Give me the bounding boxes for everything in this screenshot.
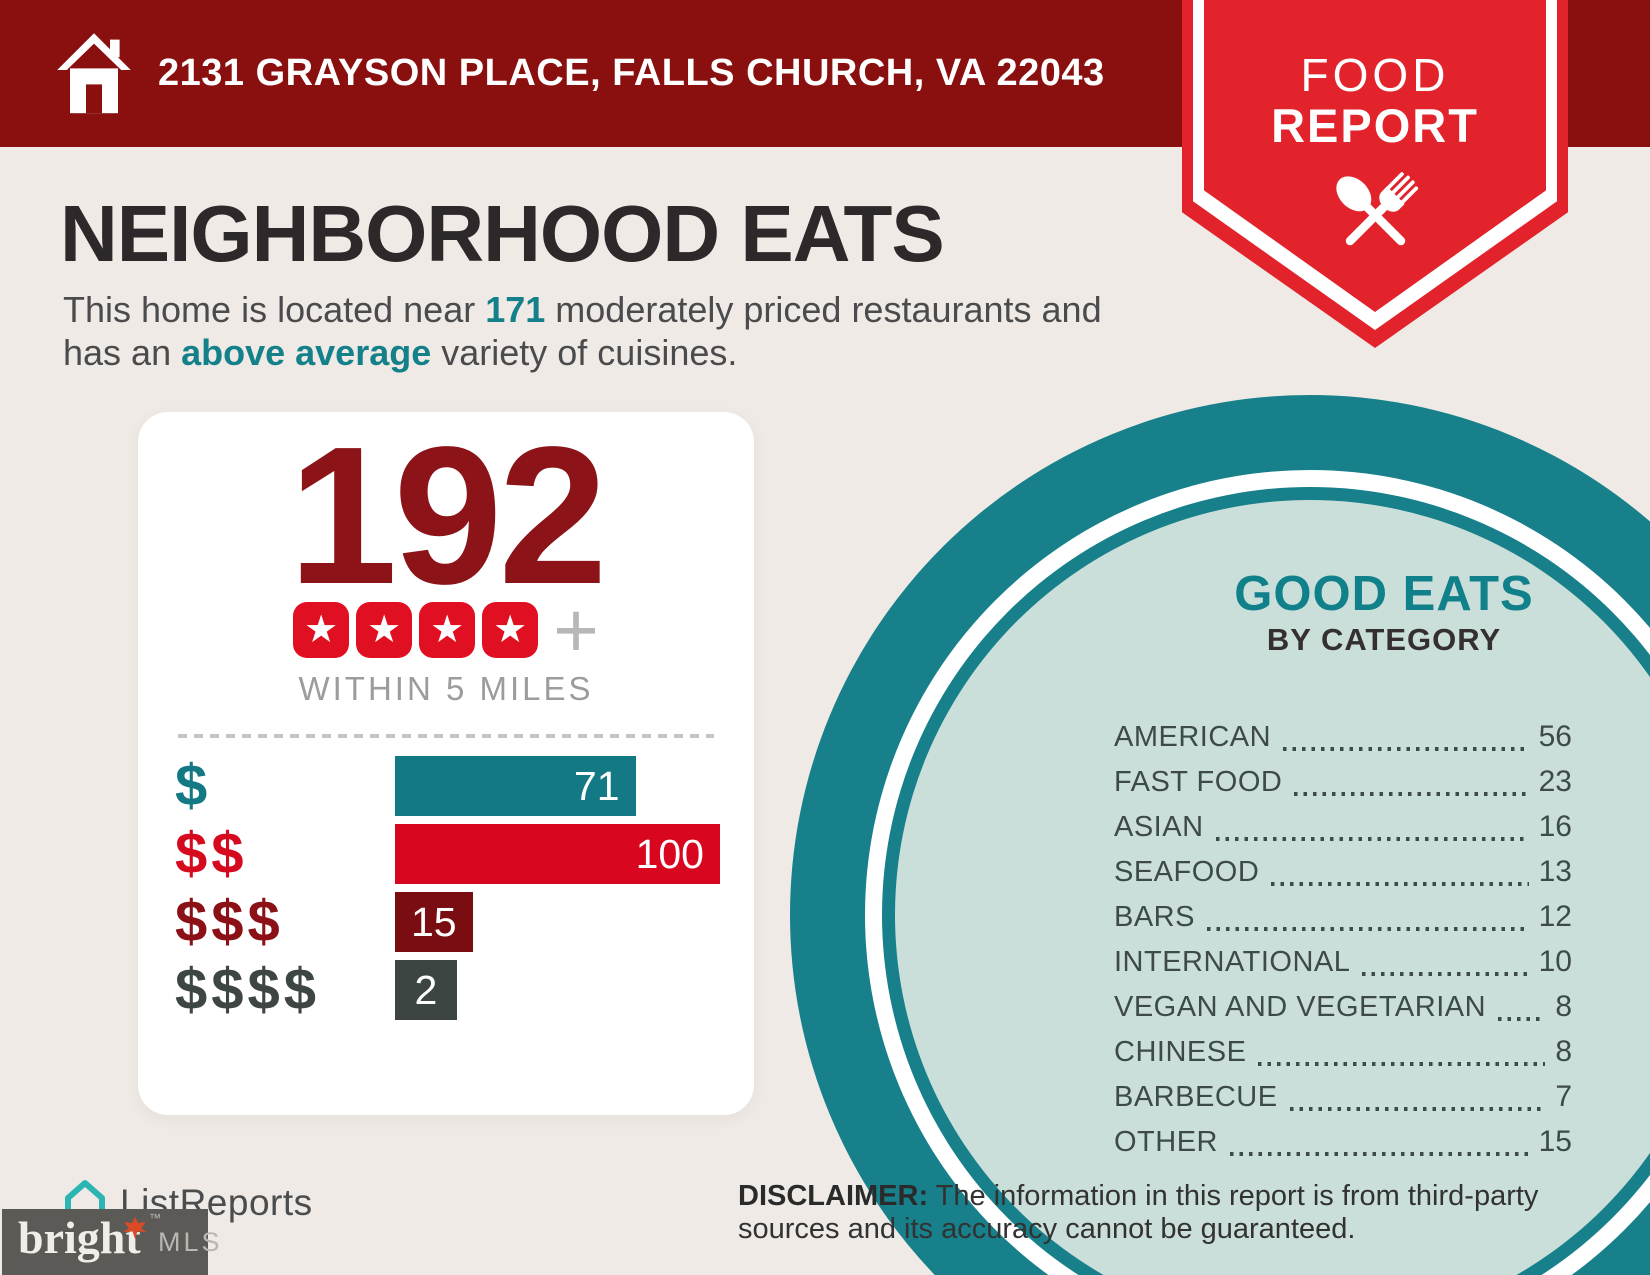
list-item: AMERICAN 56 [1114,714,1572,759]
bar-value: 2 [414,966,438,1013]
good-eats-category-list: AMERICAN 56 FAST FOOD 23 ASIAN 16 SEAFOOD 13… [1114,714,1572,1164]
bar-track: 71 [395,756,720,816]
list-item: BARBECUE 7 [1114,1074,1572,1119]
disclaimer-text: DISCLAIMER: The information in this repo… [738,1180,1583,1246]
category-value: 16 [1538,810,1572,843]
bright-mls-logo: bright ™ MLS [2,1209,220,1275]
subtitle-part: moderately priced restaurants and has an [63,289,1102,373]
list-item: FAST FOOD 23 [1114,759,1572,804]
category-value: 15 [1538,1125,1572,1158]
yelp-star-icon: ★ [482,602,539,658]
dashed-divider [178,734,714,738]
category-value: 12 [1538,900,1572,933]
bar: 2 [395,960,457,1020]
category-value: 7 [1555,1080,1572,1113]
good-eats-circle-mint [895,500,1650,1275]
badge-line2: REPORT [1271,99,1479,152]
yelp-star-icon: ★ [356,602,413,658]
badge-line1: FOOD [1300,49,1450,101]
trademark-symbol: ™ [149,1211,161,1225]
subtitle-part: This home is located near [63,289,486,330]
price-level-label: $ [175,753,212,818]
restaurant-total-count: 192 [288,406,607,625]
category-label: ASIAN [1114,811,1204,843]
bar-value: 15 [411,898,457,945]
food-report-badge: FOOD REPORT [1182,0,1568,348]
dotted-leader [1289,1107,1546,1111]
dotted-leader [1271,882,1529,886]
category-label: BARS [1114,901,1195,933]
price-level-bar-chart: $ 71 $$ 100 $$$ 15 $$$$ 2 [175,756,720,1028]
category-label: INTERNATIONAL [1114,946,1351,978]
bar: 100 [395,824,720,884]
variety-highlight: above average [181,332,432,373]
category-label: AMERICAN [1114,721,1272,753]
dotted-leader [1294,792,1529,796]
list-item: SEAFOOD 13 [1114,849,1572,894]
radius-caption: WITHIN 5 MILES [298,670,594,707]
dotted-leader [1258,1062,1546,1066]
category-label: VEGAN AND VEGETARIAN [1114,991,1487,1023]
spoon-fork-icon [1336,172,1419,246]
restaurant-count-highlight: 171 [485,289,546,330]
disclaimer-body: The information in this report is from t… [738,1180,1539,1245]
category-label: BARBECUE [1114,1081,1278,1113]
dotted-leader [1230,1152,1529,1156]
category-value: 23 [1538,765,1572,798]
category-value: 13 [1538,855,1572,888]
home-icon [57,33,131,114]
category-value: 10 [1538,945,1572,978]
good-eats-subtitle: BY CATEGORY [1266,622,1502,657]
bar-row: $ 71 [175,756,720,816]
category-label: FAST FOOD [1114,766,1283,798]
bar-track: 2 [395,960,720,1020]
list-item: OTHER 15 [1114,1119,1572,1164]
listreports-house-icon [65,1180,105,1220]
category-value: 56 [1538,720,1572,753]
price-level-label: $$ [175,821,248,886]
bright-wordmark: bright [18,1212,141,1263]
star-row: ★ ★ ★ ★ + [138,586,754,674]
bar: 71 [395,756,636,816]
list-item: CHINESE 8 [1114,1029,1572,1074]
bar-value: 100 [635,830,704,877]
price-level-label: $$$$ [175,957,321,1022]
plus-sign: + [553,586,599,674]
mls-label: MLS [158,1227,223,1257]
category-value: 8 [1555,1035,1572,1068]
bar: 15 [395,892,473,952]
bar-track: 100 [395,824,720,884]
property-address: 2131 GRAYSON PLACE, FALLS CHURCH, VA 220… [158,52,1105,94]
intro-sentence: This home is located near 171 moderately… [63,288,1123,374]
bar-row: $$$ 15 [175,892,720,952]
dotted-leader [1283,747,1529,751]
bar-value: 71 [573,762,620,809]
bar-row: $$ 100 [175,824,720,884]
subtitle-part: variety of cuisines. [431,332,738,373]
category-label: OTHER [1114,1126,1218,1158]
category-label: SEAFOOD [1114,856,1260,888]
good-eats-title: GOOD EATS [1234,567,1534,621]
list-item: BARS 12 [1114,894,1572,939]
bar-row: $$$$ 2 [175,960,720,1020]
disclaimer-label: DISCLAIMER: [738,1180,929,1212]
restaurant-stats-card: 192 ★ ★ ★ ★ + WITHIN 5 MILES $ 71 $$ 100 $$$… [138,412,754,1115]
bar-track: 15 [395,892,720,952]
dotted-leader [1498,1017,1546,1021]
category-label: CHINESE [1114,1036,1247,1068]
list-item: INTERNATIONAL 10 [1114,939,1572,984]
dotted-leader [1215,837,1529,841]
dotted-leader [1206,927,1529,931]
list-item: ASIAN 16 [1114,804,1572,849]
list-item: VEGAN AND VEGETARIAN 8 [1114,984,1572,1029]
yelp-star-icon: ★ [419,602,476,658]
category-value: 8 [1555,990,1572,1023]
page-title: NEIGHBORHOOD EATS [60,189,945,278]
yelp-star-icon: ★ [293,602,350,658]
dotted-leader [1362,972,1529,976]
price-level-label: $$$ [175,889,284,954]
